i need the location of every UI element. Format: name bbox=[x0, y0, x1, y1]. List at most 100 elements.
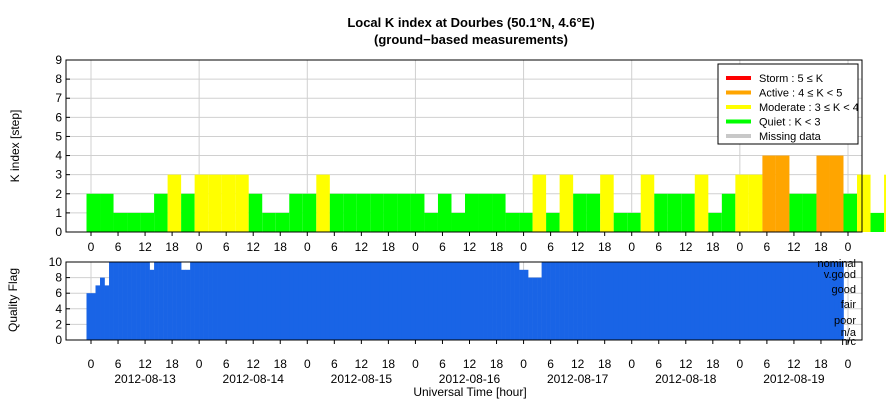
k-index-bar bbox=[289, 193, 303, 232]
quality-bar bbox=[460, 262, 466, 340]
k-index-y-tick-label: 2 bbox=[55, 187, 62, 201]
k-index-bar bbox=[654, 193, 668, 232]
k-index-bar bbox=[465, 193, 479, 232]
quality-x-tick-label: 12 bbox=[355, 357, 369, 371]
quality-bar bbox=[203, 262, 209, 340]
quality-bar bbox=[122, 262, 128, 340]
quality-bar bbox=[257, 262, 263, 340]
legend: Storm : 5 ≤ K Active : 4 ≤ K < 5 Moderate … bbox=[717, 63, 859, 145]
quality-bar bbox=[446, 262, 452, 340]
quality-bar bbox=[811, 262, 817, 340]
quality-bar bbox=[636, 262, 642, 340]
quality-x-tick-label: 12 bbox=[463, 357, 477, 371]
quality-bar bbox=[212, 262, 218, 340]
k-index-bar bbox=[870, 212, 885, 232]
quality-x-ticks: 0 6 12 18 0 6 12 18 0 6 12 18 0 6 12 18 0 6 12 18 0 6 12 18 0 6 12… bbox=[88, 340, 852, 371]
quality-bar bbox=[275, 262, 281, 340]
k-index-x-tick-label: 12 bbox=[355, 240, 369, 254]
quality-bar bbox=[595, 262, 601, 340]
k-index-bar bbox=[586, 193, 601, 232]
quality-bar bbox=[829, 262, 835, 340]
quality-bar bbox=[343, 262, 349, 340]
quality-level-label: n/a bbox=[841, 327, 857, 339]
quality-bar bbox=[379, 262, 385, 340]
quality-bar bbox=[100, 277, 105, 340]
quality-bar bbox=[717, 262, 723, 340]
quality-bar bbox=[600, 262, 605, 340]
quality-bar bbox=[262, 262, 268, 340]
quality-bar bbox=[217, 262, 222, 340]
quality-bar bbox=[726, 262, 732, 340]
quality-bar bbox=[329, 262, 335, 340]
date-label: 2012-08-16 bbox=[439, 372, 501, 386]
k-index-y-tick-label: 8 bbox=[55, 72, 62, 86]
quality-bar bbox=[167, 262, 173, 340]
k-index-bar bbox=[356, 193, 371, 232]
quality-bar bbox=[694, 262, 700, 340]
quality-bar bbox=[109, 262, 114, 340]
quality-bar bbox=[248, 262, 254, 340]
k-index-bar bbox=[884, 174, 886, 232]
quality-x-tick-label: 0 bbox=[520, 357, 527, 371]
quality-bar bbox=[253, 262, 259, 340]
quality-bar bbox=[802, 262, 808, 340]
legend-label: Missing data bbox=[759, 131, 822, 143]
quality-x-tick-label: 0 bbox=[88, 357, 95, 371]
k-index-x-tick-label: 18 bbox=[165, 240, 179, 254]
quality-bar bbox=[334, 262, 340, 340]
k-index-x-tick-label: 12 bbox=[679, 240, 693, 254]
quality-bar bbox=[95, 285, 101, 340]
quality-bar bbox=[523, 269, 529, 340]
quality-x-tick-label: 6 bbox=[655, 357, 662, 371]
quality-bar bbox=[681, 262, 687, 340]
k-index-bar bbox=[248, 193, 263, 232]
k-index-x-tick-label: 12 bbox=[463, 240, 477, 254]
quality-bar bbox=[775, 262, 781, 340]
k-index-y-tick-label: 3 bbox=[55, 168, 62, 182]
quality-bar bbox=[654, 262, 660, 340]
quality-bar bbox=[239, 262, 245, 340]
k-index-bar bbox=[802, 193, 817, 232]
k-index-x-tick-label: 0 bbox=[845, 240, 852, 254]
quality-bar bbox=[419, 262, 425, 340]
quality-bar bbox=[311, 262, 317, 340]
quality-bar bbox=[302, 262, 308, 340]
k-index-bar bbox=[127, 212, 141, 232]
k-index-bar bbox=[532, 174, 547, 232]
quality-x-tick-label: 12 bbox=[247, 357, 261, 371]
k-index-x-ticks: 0 6 12 18 0 6 12 18 0 6 12 18 0 6 12 18 0 6 12 18 0 6 12 18 0 6 12… bbox=[88, 232, 852, 254]
k-index-x-tick-label: 6 bbox=[223, 240, 230, 254]
quality-bar bbox=[537, 277, 542, 340]
quality-bar bbox=[550, 262, 556, 340]
date-label: 2012-08-15 bbox=[331, 372, 393, 386]
quality-bar bbox=[825, 262, 831, 340]
legend-label: Storm : 5 ≤ K bbox=[759, 73, 824, 85]
quality-x-tick-label: 0 bbox=[628, 357, 635, 371]
quality-bar bbox=[496, 262, 502, 340]
quality-x-tick-label: 18 bbox=[598, 357, 612, 371]
quality-bar bbox=[771, 262, 777, 340]
quality-bar bbox=[199, 262, 204, 340]
quality-bar bbox=[586, 262, 592, 340]
quality-bar bbox=[735, 262, 741, 340]
quality-x-tick-label: 18 bbox=[165, 357, 179, 371]
legend-label: Active : 4 ≤ K < 5 bbox=[759, 88, 842, 100]
k-index-bar bbox=[573, 193, 587, 232]
k-index-bar bbox=[829, 155, 844, 232]
k-index-bar bbox=[694, 174, 709, 232]
k-index-x-tick-label: 12 bbox=[571, 240, 585, 254]
k-index-bar bbox=[775, 155, 790, 232]
quality-bar bbox=[469, 262, 475, 340]
quality-level-label: fair bbox=[841, 299, 857, 311]
quality-x-tick-label: 18 bbox=[274, 357, 288, 371]
k-index-bar bbox=[681, 193, 695, 232]
quality-bar bbox=[163, 262, 168, 340]
quality-bar bbox=[118, 262, 123, 340]
quality-bar bbox=[320, 262, 326, 340]
quality-bar bbox=[271, 262, 277, 340]
quality-bar bbox=[136, 262, 141, 340]
quality-bar bbox=[307, 262, 313, 340]
k-index-y-tick-label: 7 bbox=[55, 91, 62, 105]
